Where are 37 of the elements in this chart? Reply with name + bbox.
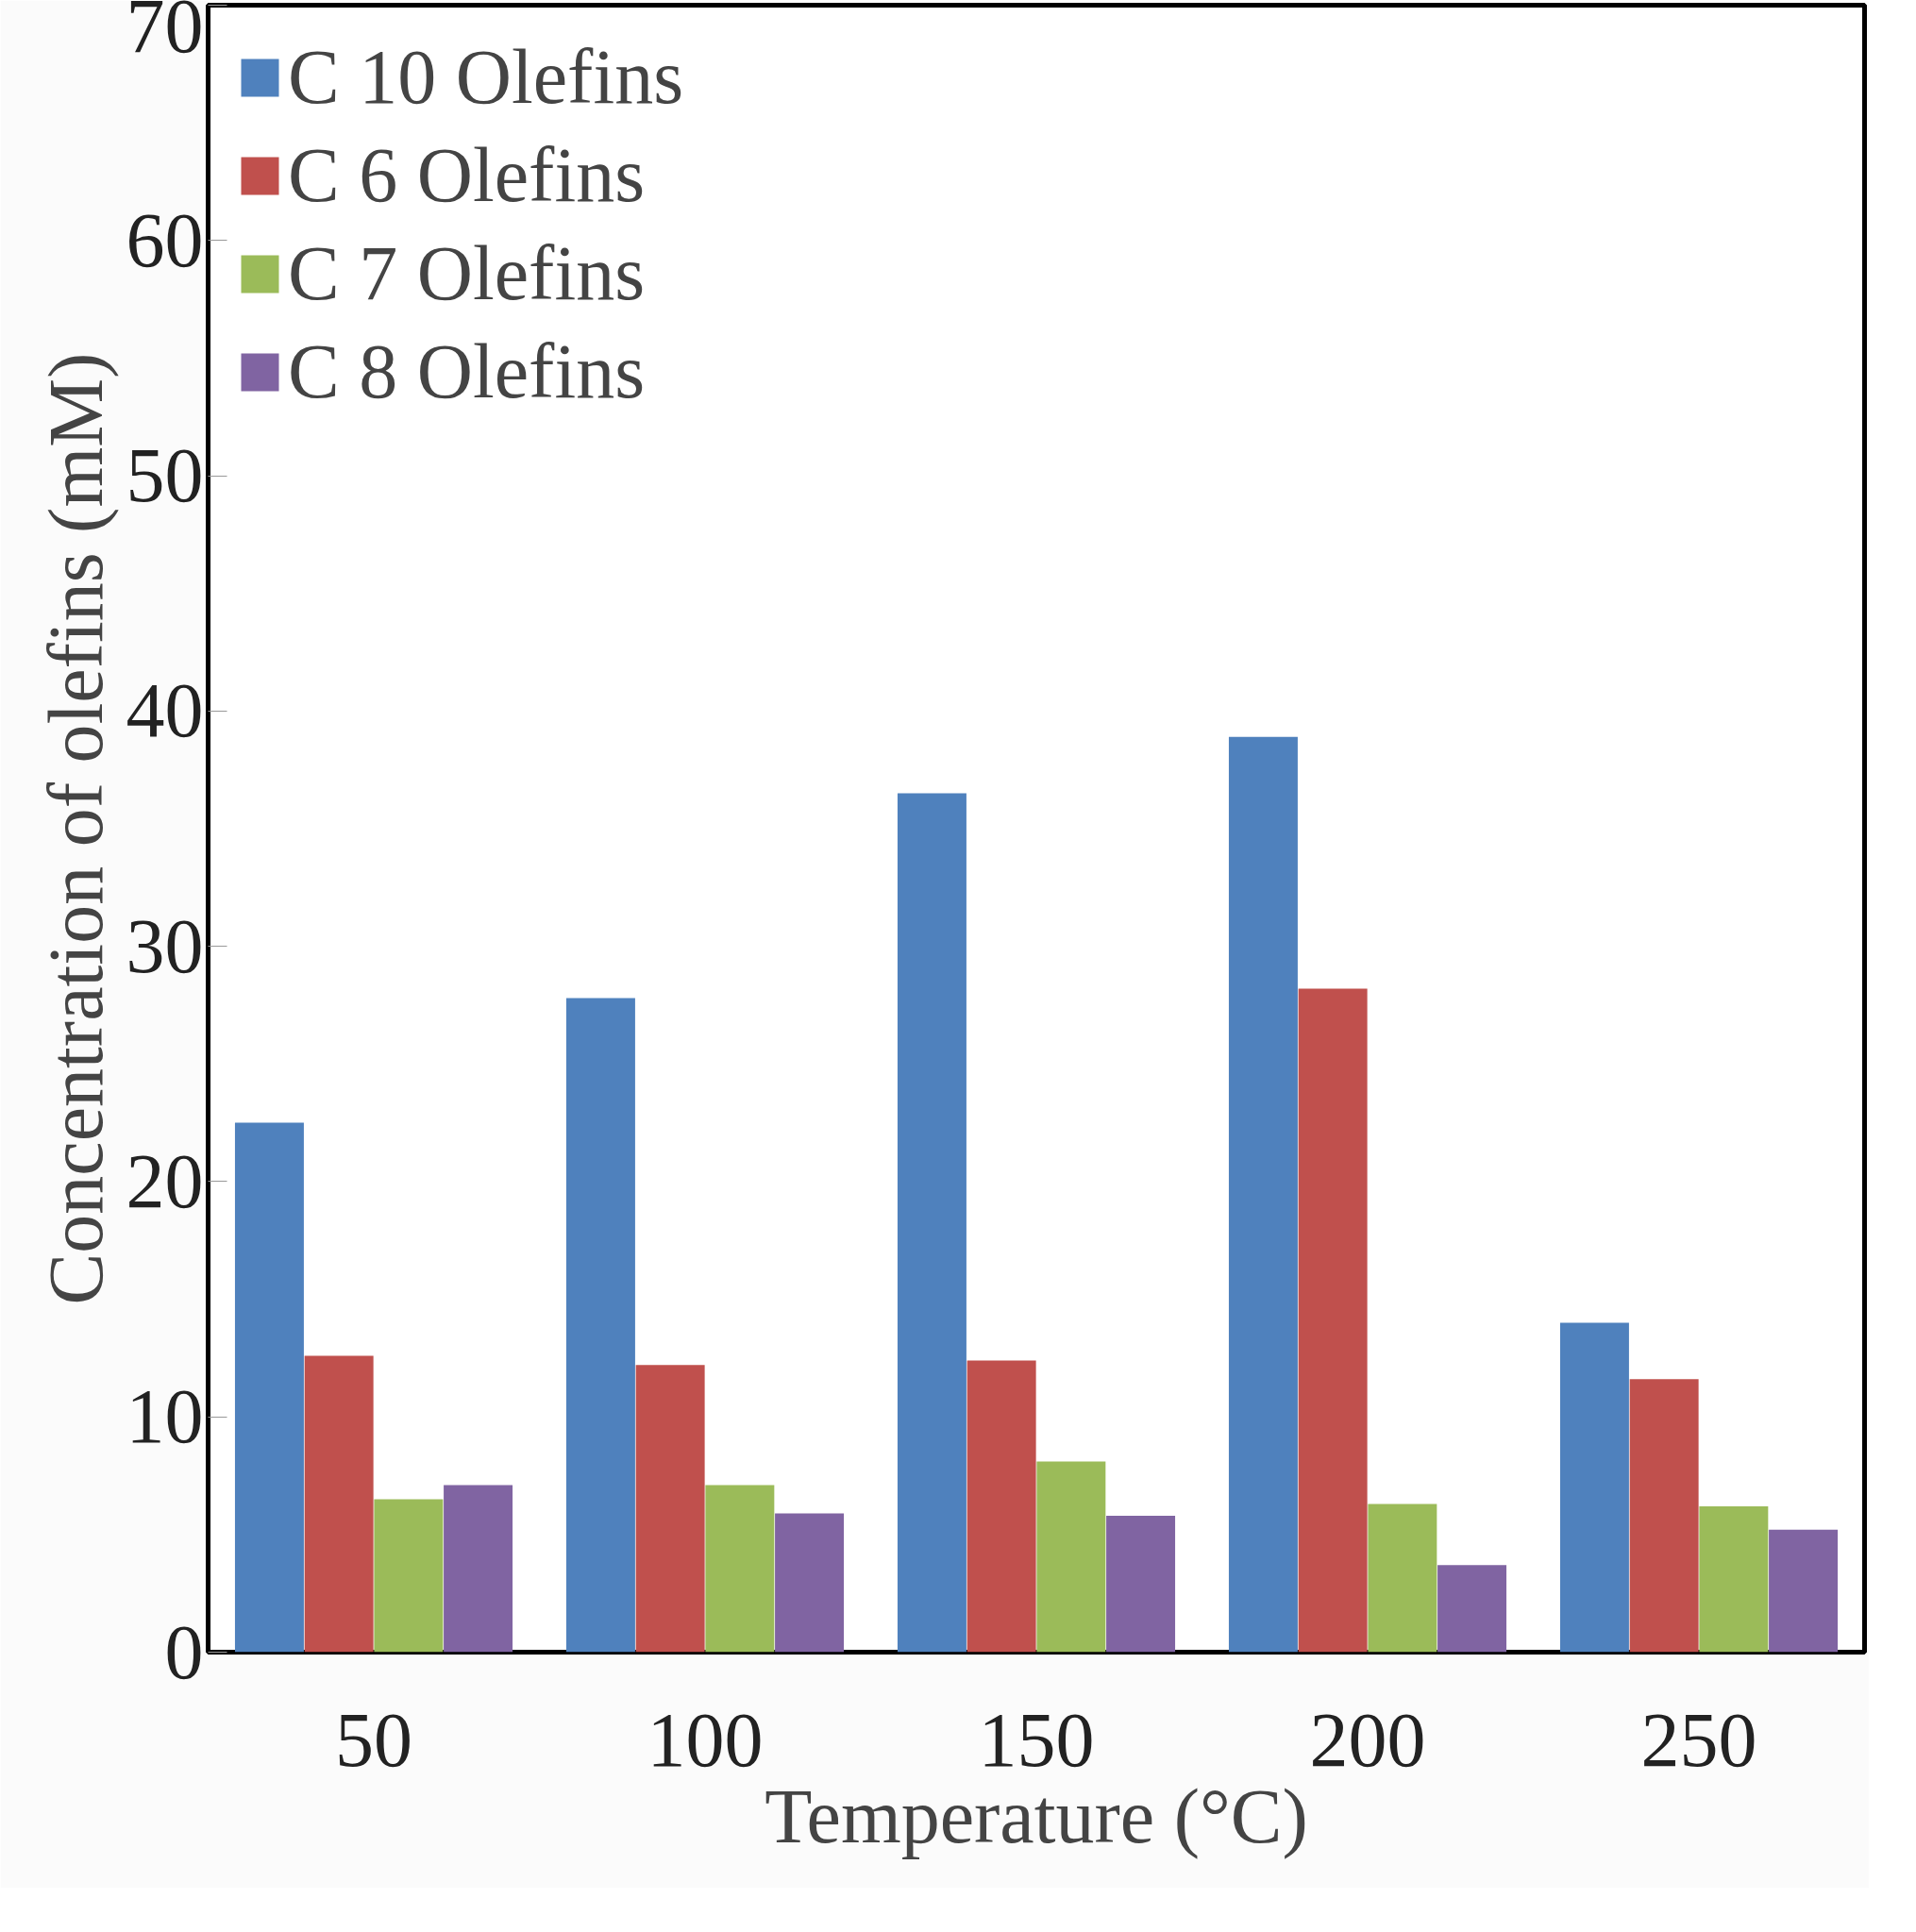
bar bbox=[775, 1513, 845, 1653]
y-tick-label: 0 bbox=[164, 1608, 204, 1695]
bar bbox=[374, 1499, 444, 1653]
bar bbox=[304, 1355, 374, 1653]
bar bbox=[1699, 1505, 1769, 1653]
bar bbox=[897, 793, 966, 1653]
y-axis-title: Concentration of olefins (mM) bbox=[32, 352, 119, 1305]
bar bbox=[1036, 1461, 1106, 1653]
legend-label: C 7 Olefins bbox=[288, 229, 646, 318]
bar bbox=[1106, 1515, 1176, 1653]
y-tick-label: 50 bbox=[126, 432, 204, 519]
y-tick-label: 70 bbox=[126, 0, 204, 69]
y-tick-label: 20 bbox=[126, 1137, 204, 1224]
y-tick-label: 60 bbox=[126, 196, 204, 283]
legend-label: C 10 Olefins bbox=[288, 33, 684, 122]
bar bbox=[1368, 1504, 1437, 1653]
y-tick-label: 40 bbox=[126, 667, 204, 754]
bar bbox=[1559, 1322, 1629, 1653]
x-tick-label: 250 bbox=[1640, 1696, 1757, 1783]
bar bbox=[444, 1485, 513, 1653]
bar bbox=[1298, 988, 1368, 1653]
bar bbox=[1769, 1529, 1839, 1653]
bar bbox=[1629, 1379, 1699, 1653]
bar bbox=[1437, 1565, 1507, 1653]
bar bbox=[1228, 736, 1298, 1653]
bar bbox=[966, 1360, 1036, 1653]
x-tick-label: 100 bbox=[647, 1696, 764, 1783]
x-tick-label: 50 bbox=[335, 1696, 412, 1783]
bar bbox=[565, 998, 635, 1653]
y-tick-label: 10 bbox=[126, 1373, 204, 1460]
bar bbox=[635, 1365, 705, 1653]
bar bbox=[234, 1122, 304, 1653]
bar bbox=[705, 1485, 775, 1653]
legend-label: C 6 Olefins bbox=[288, 131, 646, 220]
legend-label: C 8 Olefins bbox=[288, 328, 646, 416]
x-tick-label: 200 bbox=[1309, 1696, 1426, 1783]
y-tick-label: 30 bbox=[126, 902, 204, 989]
